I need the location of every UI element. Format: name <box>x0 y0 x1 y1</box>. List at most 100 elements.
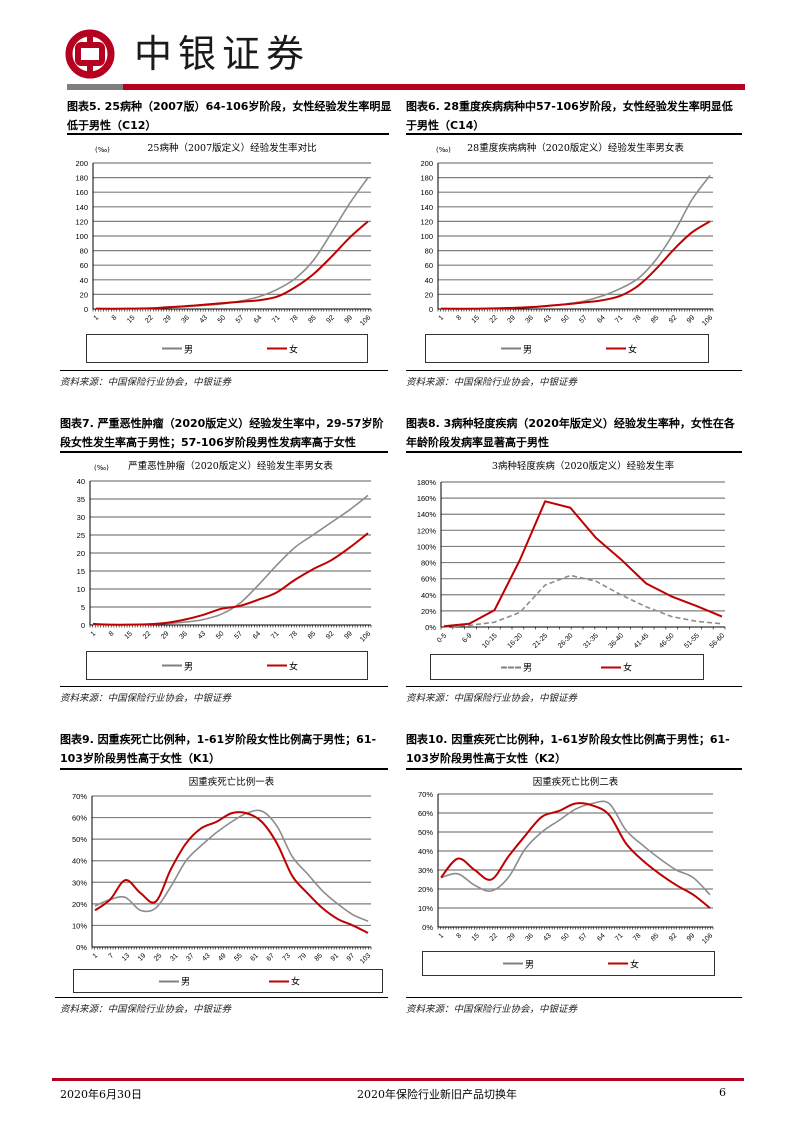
legend-female: 女 <box>606 342 637 355</box>
svg-text:92: 92 <box>668 932 679 943</box>
figure-10-source-rule <box>406 997 742 998</box>
svg-text:1: 1 <box>438 932 446 940</box>
svg-text:180%: 180% <box>417 478 437 487</box>
svg-text:37: 37 <box>185 952 196 963</box>
figure-7-source-rule <box>60 686 388 687</box>
svg-text:100: 100 <box>420 232 433 241</box>
svg-text:61: 61 <box>249 952 260 963</box>
svg-text:50: 50 <box>217 314 228 325</box>
svg-text:10%: 10% <box>72 921 87 930</box>
svg-text:43: 43 <box>542 314 553 325</box>
series-female-line <box>440 802 711 909</box>
legend-swatch-male <box>501 347 521 350</box>
series-female-line <box>92 532 369 626</box>
svg-text:50: 50 <box>560 932 571 943</box>
figure-6-chart: 28重度疾病病种（2020版定义）经验发生率男女表 (‰) 0 20 40 60 80 100… <box>400 137 740 327</box>
svg-text:20: 20 <box>77 549 85 558</box>
svg-text:50: 50 <box>215 630 226 641</box>
svg-text:67: 67 <box>265 952 276 963</box>
svg-text:91: 91 <box>330 952 341 963</box>
legend-swatch-female <box>267 347 287 350</box>
legend-swatch-male <box>501 666 521 668</box>
figure-8-source-rule <box>406 686 742 687</box>
series-male-line <box>92 494 369 626</box>
svg-text:85: 85 <box>307 630 318 641</box>
svg-text:29: 29 <box>160 630 171 641</box>
svg-text:106: 106 <box>701 314 714 327</box>
figure-10-rule <box>406 768 742 770</box>
svg-text:56-60: 56-60 <box>709 632 727 650</box>
svg-text:15: 15 <box>126 314 137 325</box>
svg-text:0: 0 <box>81 621 85 630</box>
legend-swatch-female <box>608 962 628 965</box>
svg-text:60: 60 <box>80 261 88 270</box>
svg-text:79: 79 <box>298 952 309 963</box>
brand-logo <box>64 28 122 80</box>
svg-text:160: 160 <box>75 188 88 197</box>
svg-text:25: 25 <box>153 952 164 963</box>
figure-7-legend: 男 女 <box>86 651 368 680</box>
figure-5-chart: 25病种（2007版定义）经验发生率对比 (‰) 0 20 40 60 80 100 120 14… <box>60 137 380 327</box>
svg-text:99: 99 <box>686 932 697 943</box>
bank-of-china-logo-icon <box>65 29 115 79</box>
svg-text:41-45: 41-45 <box>633 632 651 650</box>
figure-8-legend: 男 女 <box>430 654 704 680</box>
figure-7-source: 资料来源：中国保险行业协会，中银证券 <box>60 693 232 704</box>
svg-text:0%: 0% <box>76 943 87 952</box>
legend-swatch-female <box>269 980 289 982</box>
svg-text:36: 36 <box>180 314 191 325</box>
svg-text:97: 97 <box>346 952 357 963</box>
svg-text:106: 106 <box>359 314 372 327</box>
svg-text:57: 57 <box>578 314 589 325</box>
figure-7-title: 图表7. 严重恶性肿瘤（2020版定义）经验发生率中，29-57岁阶段女性发生率… <box>60 417 384 449</box>
svg-text:100%: 100% <box>417 542 437 551</box>
legend-female: 女 <box>267 342 298 355</box>
svg-text:19: 19 <box>137 952 148 963</box>
svg-text:7: 7 <box>108 952 116 960</box>
svg-text:29: 29 <box>162 314 173 325</box>
svg-text:22: 22 <box>489 932 500 943</box>
svg-text:51-55: 51-55 <box>683 632 701 650</box>
svg-text:6-9: 6-9 <box>461 632 473 644</box>
legend-female: 女 <box>608 957 639 970</box>
figure-5-title: 图表5. 25病种（2007版）64-106岁阶段，女性经验发生率明显低于男性（… <box>67 100 392 132</box>
svg-text:106: 106 <box>701 932 714 945</box>
svg-text:140%: 140% <box>417 510 437 519</box>
svg-text:71: 71 <box>271 314 282 325</box>
svg-text:0: 0 <box>84 305 88 314</box>
series-male-line <box>94 809 369 922</box>
figure-6-title: 图表6. 28重度疾病病种中57-106岁阶段，女性经验发生率明显低于男性（C1… <box>406 100 733 132</box>
figure-10-title: 图表10. 因重疾死亡比例种，1-61岁阶段女性比例高于男性；61-103岁阶段… <box>406 733 730 765</box>
svg-text:40%: 40% <box>421 591 436 600</box>
svg-text:60%: 60% <box>421 575 436 584</box>
svg-text:50: 50 <box>560 314 571 325</box>
header-rule-red <box>123 84 745 90</box>
svg-text:85: 85 <box>314 952 325 963</box>
svg-text:40: 40 <box>425 276 433 285</box>
svg-text:80: 80 <box>80 247 88 256</box>
svg-text:200: 200 <box>420 159 433 168</box>
svg-text:1: 1 <box>92 952 100 960</box>
svg-text:64: 64 <box>252 630 263 641</box>
svg-text:35: 35 <box>77 495 85 504</box>
svg-text:21-25: 21-25 <box>532 632 550 650</box>
svg-text:15: 15 <box>77 567 85 576</box>
series-male-line <box>440 174 711 310</box>
svg-text:20%: 20% <box>418 885 433 894</box>
svg-text:31: 31 <box>169 952 180 963</box>
svg-text:1: 1 <box>438 314 446 322</box>
figure-9-chart: 因重疾死亡比例一表 0% 10% 20% 30% 40% 50% 60% 70% 1 7 13 19 25… <box>60 771 380 971</box>
svg-text:92: 92 <box>668 314 679 325</box>
svg-text:43: 43 <box>197 630 208 641</box>
figure-9-legend: 男 女 <box>73 969 383 993</box>
legend-swatch-female <box>601 666 621 668</box>
figure-10-legend: 男 女 <box>422 951 715 976</box>
chart-title: 因重疾死亡比例二表 <box>533 776 619 788</box>
series-female-line <box>443 500 723 628</box>
svg-text:22: 22 <box>142 630 153 641</box>
svg-text:49: 49 <box>217 952 228 963</box>
figure-6-rule <box>406 133 742 135</box>
svg-text:43: 43 <box>542 932 553 943</box>
chart-title: 严重恶性肿瘤（2020版定义）经验发生率男女表 <box>128 460 333 472</box>
figure-5-rule <box>67 133 389 135</box>
